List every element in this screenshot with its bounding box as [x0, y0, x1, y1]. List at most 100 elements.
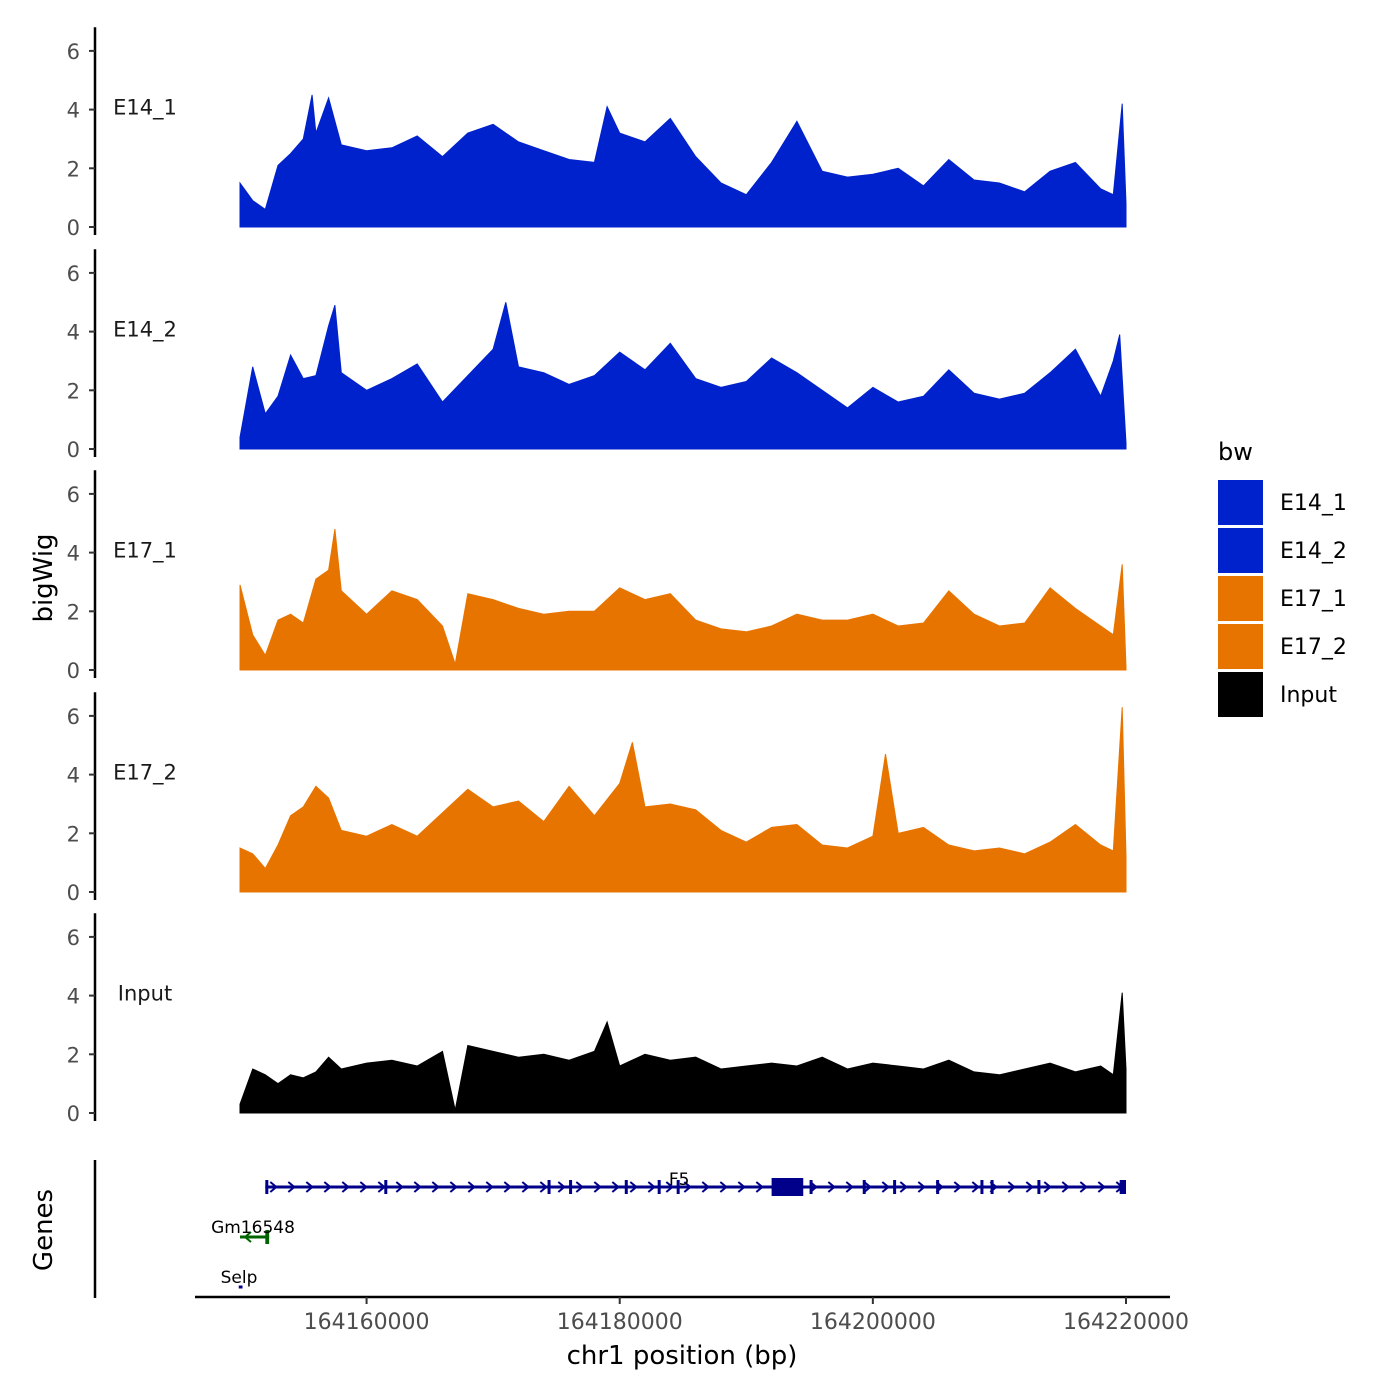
strand-arrow: [269, 1181, 278, 1193]
track-Input: 0 2 4 6 Input: [67, 913, 1127, 1126]
gene-track: F5 Gm16548 Selp: [93, 1160, 1126, 1298]
strand-arrow: [719, 1181, 728, 1193]
strand-arrow: [287, 1181, 296, 1193]
legend-label: E14_2: [1280, 539, 1347, 564]
strand-arrow: [449, 1181, 458, 1193]
strand-arrow: [899, 1181, 908, 1193]
gene-F5: F5: [265, 1170, 1126, 1196]
strand-arrow: [539, 1181, 548, 1193]
track-E14_2: 0 2 4 6 E14_2: [67, 249, 1127, 462]
exon: [1119, 1180, 1126, 1194]
exon: [936, 1180, 940, 1194]
coverage-tracks: 0 2 4 6 E14_1 0 2 4 6 E14_2 0 2 4 6 E17_1 0 2 4 6 E17_2 0 2 4 6…: [67, 27, 1127, 1126]
strand-arrow: [1097, 1181, 1106, 1193]
strand-arrow: [1043, 1181, 1052, 1193]
strand-arrow: [593, 1181, 602, 1193]
y-tick-label: 0: [67, 438, 80, 462]
exon: [809, 1180, 813, 1194]
legend-label: E17_2: [1280, 635, 1347, 660]
strand-arrow: [485, 1181, 494, 1193]
x-axis: 164160000 164180000 164200000 164220000: [195, 1295, 1189, 1335]
strand-arrow: [701, 1181, 710, 1193]
x-tick-label: 164200000: [810, 1310, 936, 1335]
strand-arrow: [503, 1181, 512, 1193]
y-tick-label: 2: [67, 157, 80, 181]
strand-arrow: [557, 1181, 566, 1193]
track-E17_2: 0 2 4 6 E17_2: [67, 692, 1127, 905]
track-label: Input: [118, 982, 172, 1006]
coverage-area: [239, 992, 1127, 1114]
exon: [569, 1180, 573, 1194]
y-tick-label: 6: [67, 262, 80, 286]
y-tick-label: 2: [67, 379, 80, 403]
strand-arrow: [845, 1181, 854, 1193]
legend-label: E17_1: [1280, 587, 1347, 612]
exon: [657, 1180, 661, 1194]
track-E14_1: 0 2 4 6 E14_1: [67, 27, 1127, 240]
strand-arrow: [413, 1181, 422, 1193]
strand-arrow: [863, 1181, 872, 1193]
gene-name: Selp: [221, 1268, 258, 1288]
strand-arrow: [1079, 1181, 1088, 1193]
strand-arrow: [575, 1181, 584, 1193]
track-label: E14_1: [113, 96, 177, 121]
legend-swatch: [1218, 672, 1263, 717]
legend-swatch: [1218, 480, 1263, 525]
y-tick-label: 2: [67, 1043, 80, 1067]
strand-arrow: [521, 1181, 530, 1193]
track-label: E17_2: [113, 761, 177, 786]
exon: [265, 1230, 270, 1244]
strand-arrow: [737, 1181, 746, 1193]
x-tick-label: 164180000: [557, 1310, 683, 1335]
y-tick-label: 4: [67, 542, 80, 566]
coverage-area: [239, 529, 1127, 671]
strand-arrow: [305, 1181, 314, 1193]
y-tick-label: 6: [67, 705, 80, 729]
x-tick-label: 164160000: [304, 1310, 430, 1335]
x-tick-label: 164220000: [1063, 1310, 1189, 1335]
gene-name: Gm16548: [211, 1218, 295, 1238]
strand-arrow: [647, 1181, 656, 1193]
strand-arrow: [1007, 1181, 1016, 1193]
y-tick-label: 0: [67, 1102, 80, 1126]
exon: [547, 1180, 551, 1194]
strand-arrow: [1061, 1181, 1070, 1193]
track-E17_1: 0 2 4 6 E17_1: [67, 470, 1127, 683]
strand-arrow: [243, 1231, 252, 1243]
y-tick-label: 6: [67, 926, 80, 950]
strand-arrow: [827, 1181, 836, 1193]
track-label: E14_2: [113, 318, 177, 343]
exon: [624, 1180, 628, 1194]
exon: [980, 1180, 984, 1194]
strand-arrow: [755, 1181, 764, 1193]
y-tick-label: 6: [67, 40, 80, 64]
strand-arrow: [395, 1181, 404, 1193]
y-tick-label: 4: [67, 321, 80, 345]
y-tick-label: 2: [67, 822, 80, 846]
y-tick-label: 4: [67, 99, 80, 123]
strand-arrow: [665, 1181, 674, 1193]
y-tick-label: 0: [67, 659, 80, 683]
strand-arrow: [359, 1181, 368, 1193]
exon: [384, 1180, 388, 1194]
legend-title: bw: [1218, 438, 1253, 466]
x-axis-title: chr1 position (bp): [567, 1341, 798, 1371]
exon: [771, 1178, 804, 1196]
y-tick-label: 0: [67, 881, 80, 905]
strand-arrow: [917, 1181, 926, 1193]
strand-arrow: [431, 1181, 440, 1193]
strand-arrow: [611, 1181, 620, 1193]
y-tick-label: 4: [67, 985, 80, 1009]
strand-arrow: [1025, 1181, 1034, 1193]
exon: [265, 1180, 269, 1194]
gene-Gm16548: Gm16548: [211, 1218, 295, 1244]
coverage-area: [239, 302, 1127, 450]
strand-arrow: [953, 1181, 962, 1193]
strand-arrow: [467, 1181, 476, 1193]
legend-swatch: [1218, 624, 1263, 669]
y-tick-label: 2: [67, 600, 80, 624]
track-label: E17_1: [113, 539, 177, 564]
strand-arrow: [683, 1181, 692, 1193]
legend: bw E14_1 E14_2 E17_1 E17_2 Input: [1218, 438, 1347, 717]
